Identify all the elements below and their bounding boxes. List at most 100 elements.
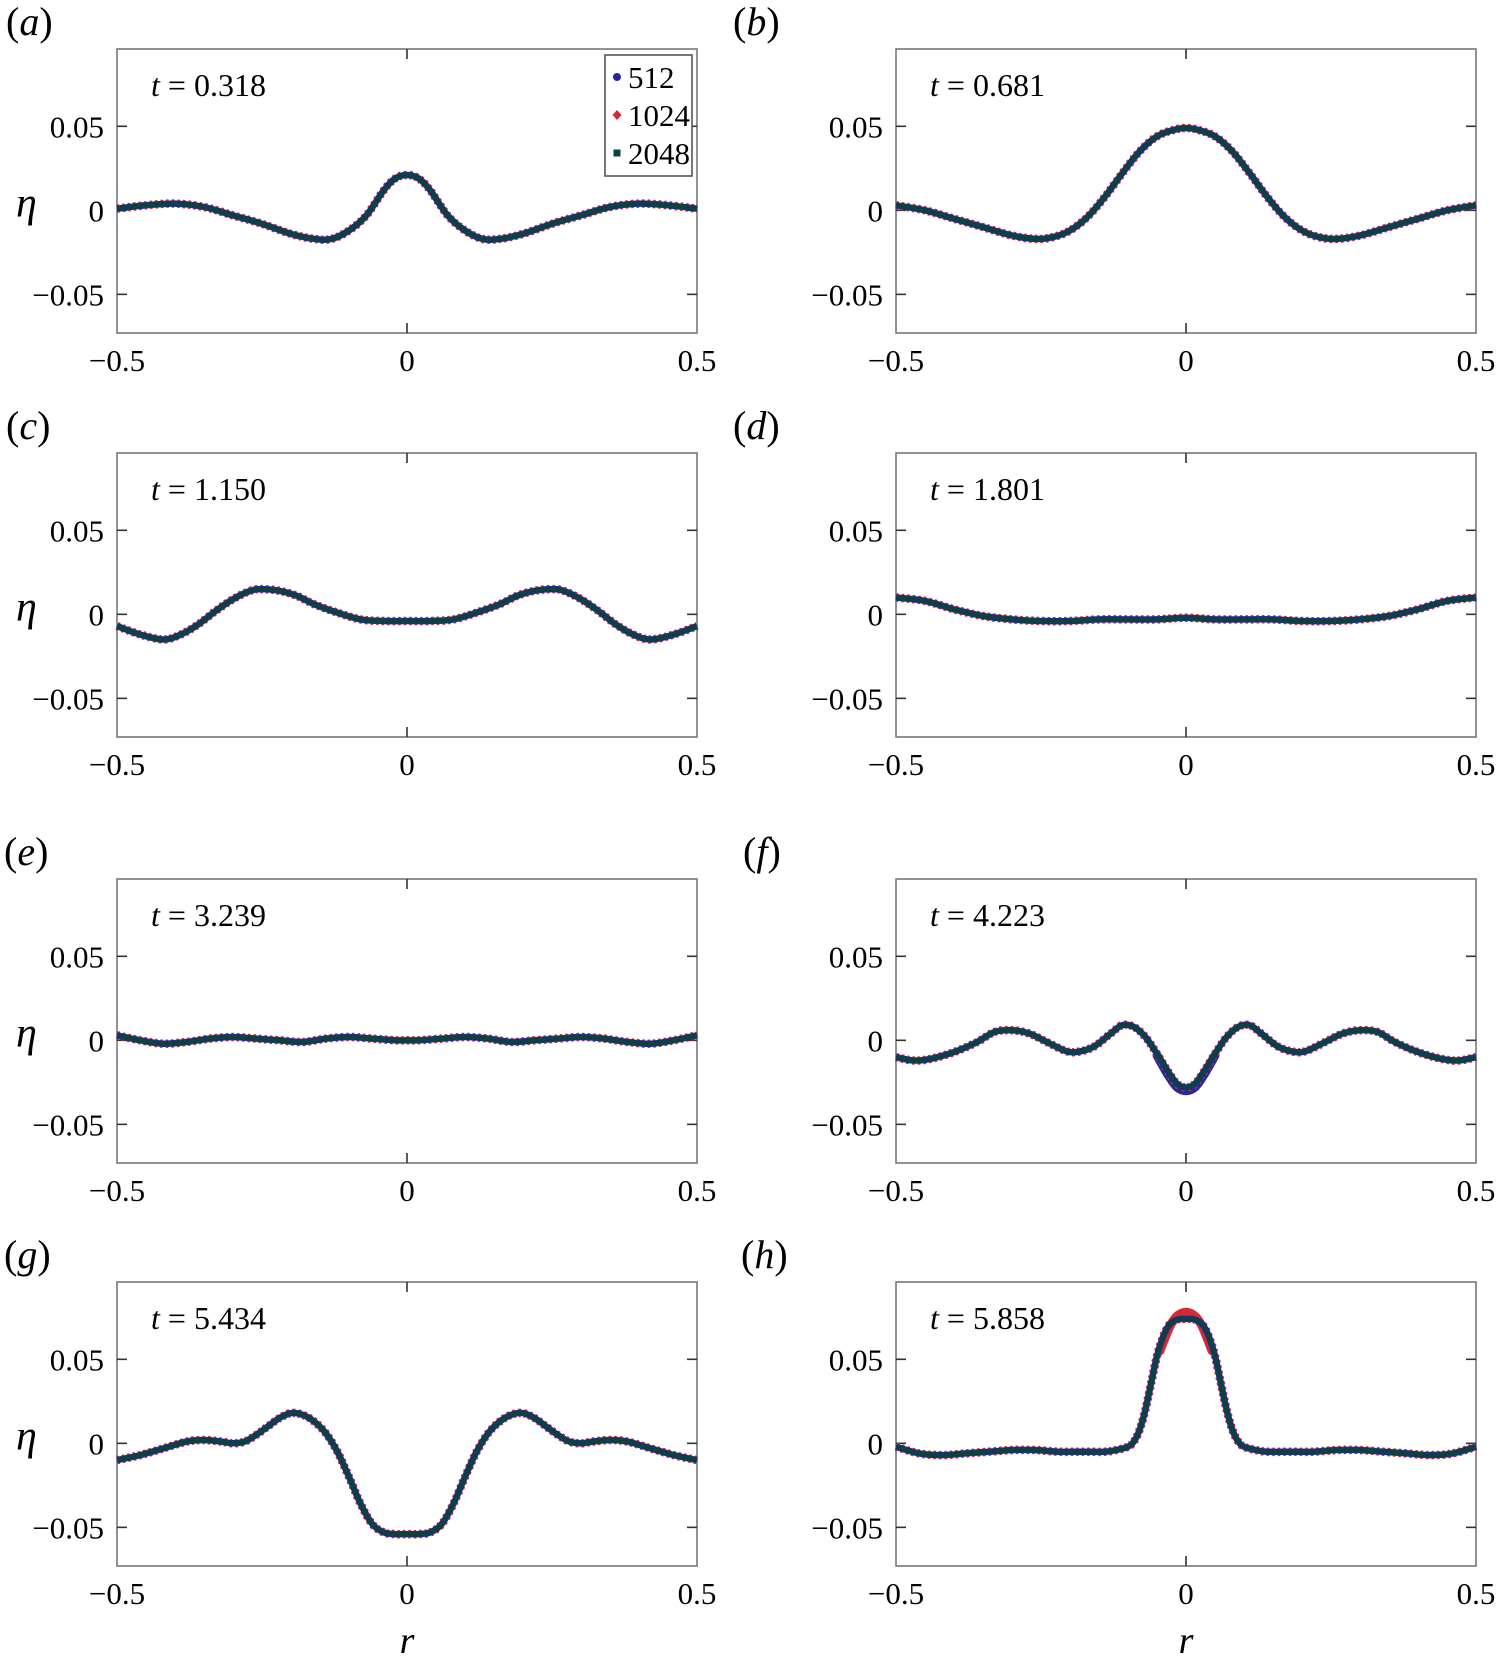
y-axis-label: η	[16, 584, 37, 630]
time-label: t = 5.858	[930, 1300, 1045, 1336]
time-label: t = 1.150	[151, 471, 266, 507]
panel-h-plot: 0.05 0 −0.05 −0.5 0 0.5 t = 5.858 r	[811, 1281, 1496, 1662]
x-tick-label: 0.5	[1457, 1576, 1496, 1611]
curve-2048	[116, 586, 698, 643]
panel-f-plot: 0.05 0 −0.05 −0.5 0 0.5 t = 4.223	[811, 878, 1496, 1208]
curve-2048	[116, 1032, 698, 1047]
panel-label-c: (c)	[6, 403, 51, 448]
y-tick-label: 0	[868, 193, 884, 228]
x-tick-label: −0.5	[89, 1173, 145, 1208]
curve-2048	[895, 125, 1477, 242]
x-tick-label: 0.5	[678, 1576, 717, 1611]
curve-512	[895, 124, 1477, 243]
curve-1024	[116, 1408, 698, 1539]
x-tick-label: 0	[399, 1576, 415, 1611]
panel-e-plot: 0.05 0 −0.05 −0.5 0 0.5 t = 3.239 η	[16, 878, 717, 1208]
y-tick-label: 0	[89, 1426, 105, 1461]
y-tick-label: −0.05	[811, 277, 883, 312]
curve-2048	[895, 1316, 1477, 1458]
x-tick-label: −0.5	[868, 343, 924, 378]
x-tick-label: 0	[399, 343, 415, 378]
x-tick-label: −0.5	[868, 1576, 924, 1611]
legend-marker-512	[613, 73, 621, 81]
x-tick-label: −0.5	[868, 747, 924, 782]
y-tick-label: −0.05	[811, 1510, 883, 1545]
x-tick-label: −0.5	[89, 1576, 145, 1611]
y-axis-label: η	[16, 1413, 37, 1459]
y-tick-label: 0	[868, 1023, 884, 1058]
x-tick-label: 0	[399, 747, 415, 782]
y-tick-label: −0.05	[32, 1107, 104, 1142]
y-tick-label: 0	[89, 597, 105, 632]
y-tick-label: 0.05	[829, 109, 883, 144]
panel-label-a: (a)	[6, 0, 53, 44]
x-tick-label: 0.5	[678, 343, 717, 378]
panel-d-plot: 0.05 0 −0.05 −0.5 0 0.5 t = 1.801	[811, 452, 1496, 782]
curve-512	[895, 1315, 1477, 1459]
curve-512	[115, 585, 699, 643]
x-tick-label: 0.5	[1457, 747, 1496, 782]
x-tick-label: −0.5	[89, 343, 145, 378]
y-tick-label: −0.05	[811, 681, 883, 716]
panel-label-h: (h)	[741, 1232, 788, 1277]
x-axis-label: r	[1179, 1620, 1194, 1662]
curve-1024	[895, 123, 1477, 244]
legend-label-512: 512	[628, 60, 675, 95]
time-label: t = 3.239	[151, 897, 266, 933]
y-tick-label: −0.05	[32, 277, 104, 312]
legend-marker-1024	[612, 110, 622, 120]
curve-1024	[115, 584, 699, 644]
curve-512	[116, 1409, 698, 1538]
panel-b-plot: 0.05 0 −0.05 −0.5 0 0.5 t = 0.681	[811, 48, 1496, 378]
time-label: t = 1.801	[930, 471, 1045, 507]
panel-label-b: (b)	[733, 0, 780, 44]
curve-2048	[895, 595, 1477, 624]
y-tick-label: −0.05	[32, 1510, 104, 1545]
x-tick-label: 0.5	[1457, 1173, 1496, 1208]
x-tick-label: 0	[1178, 1576, 1194, 1611]
legend-label-1024: 1024	[628, 98, 691, 133]
x-tick-label: 0	[1178, 747, 1194, 782]
y-tick-label: 0.05	[50, 109, 104, 144]
y-tick-label: 0.05	[50, 513, 104, 548]
curve-2048	[116, 172, 698, 243]
y-tick-label: 0.05	[829, 513, 883, 548]
x-tick-label: 0.5	[678, 747, 717, 782]
y-tick-label: 0	[89, 193, 105, 228]
curve-1024	[895, 1020, 1477, 1092]
y-tick-label: 0	[868, 597, 884, 632]
time-label: t = 5.434	[151, 1300, 266, 1336]
y-tick-label: −0.05	[32, 681, 104, 716]
y-tick-label: 0.05	[50, 939, 104, 974]
y-tick-label: 0.05	[829, 1342, 883, 1377]
x-axis-label: r	[400, 1620, 415, 1662]
y-axis-label: η	[16, 180, 37, 226]
time-label: t = 4.223	[930, 897, 1045, 933]
x-tick-label: 0	[399, 1173, 415, 1208]
x-tick-label: 0.5	[678, 1173, 717, 1208]
panel-label-f: (f)	[743, 829, 781, 874]
x-tick-label: 0	[1178, 343, 1194, 378]
time-label: t = 0.318	[151, 67, 266, 103]
panel-c-plot: 0.05 0 −0.05 −0.5 0 0.5 t = 1.150 η	[16, 452, 717, 782]
curve-2048	[116, 1410, 698, 1537]
x-tick-label: −0.5	[89, 747, 145, 782]
time-label: t = 0.681	[930, 67, 1045, 103]
curve-1024	[894, 1314, 1478, 1460]
panel-label-g: (g)	[4, 1232, 51, 1277]
x-tick-label: −0.5	[868, 1173, 924, 1208]
panel-label-e: (e)	[4, 829, 49, 874]
y-tick-label: 0.05	[829, 939, 883, 974]
panel-label-d: (d)	[733, 403, 780, 448]
curve-2048	[895, 1022, 1477, 1090]
y-axis-label: η	[16, 1010, 37, 1056]
y-tick-label: 0.05	[50, 1342, 104, 1377]
panel-g-plot: 0.05 0 −0.05 −0.5 0 0.5 t = 5.434 η r	[16, 1281, 717, 1662]
legend-marker-2048	[613, 149, 621, 157]
legend-label-2048: 2048	[628, 136, 690, 171]
x-tick-label: 0.5	[1457, 343, 1496, 378]
x-tick-label: 0	[1178, 1173, 1194, 1208]
y-tick-label: −0.05	[811, 1107, 883, 1142]
